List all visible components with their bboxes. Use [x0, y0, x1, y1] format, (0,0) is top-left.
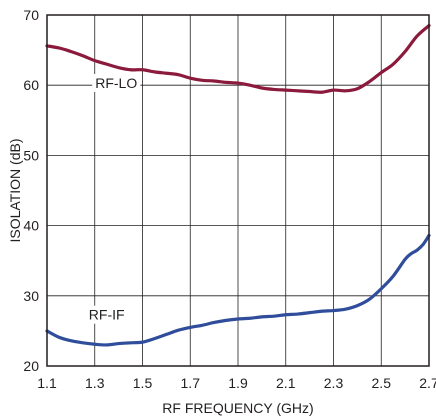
series-labels: RF-LO RF-IF [85, 74, 141, 324]
x-tick-label: 1.3 [85, 375, 105, 391]
plot-frame [46, 14, 430, 367]
x-axis-title: RF FREQUENCY (GHz) [162, 400, 313, 416]
x-tick-label: 1.7 [181, 375, 201, 391]
y-tick-label: 20 [23, 358, 39, 374]
y-tick-labels: 20 30 40 50 60 70 [23, 7, 39, 374]
series-line-rf-lo [45, 23, 431, 94]
x-tick-label: 2.5 [372, 375, 392, 391]
series-label-rf-if: RF-IF [85, 305, 128, 324]
x-tick-label: 2.7 [419, 375, 436, 391]
x-tick-label: 2.1 [276, 375, 296, 391]
label-background [92, 74, 141, 93]
y-tick-label: 30 [23, 288, 39, 304]
x-tick-labels: 1.1 1.3 1.5 1.7 1.9 2.1 2.3 2.5 2.7 [37, 375, 436, 391]
y-tick-label: 60 [23, 77, 39, 93]
y-axis-title: ISOLATION (dB) [7, 139, 23, 243]
series-label-text: RF-LO [95, 75, 137, 91]
label-background [85, 305, 128, 324]
x-tick-label: 1.1 [37, 375, 57, 391]
series-line-rf-if [45, 233, 431, 347]
y-tick-label: 70 [23, 7, 39, 23]
series-label-text: RF-IF [89, 307, 125, 323]
x-tick-label: 2.3 [324, 375, 344, 391]
x-tick-label: 1.9 [228, 375, 248, 391]
series-label-rf-lo: RF-LO [92, 74, 141, 93]
y-tick-label: 40 [23, 218, 39, 234]
x-tick-label: 1.5 [133, 375, 153, 391]
y-tick-label: 50 [23, 147, 39, 163]
series-lines [45, 23, 431, 347]
